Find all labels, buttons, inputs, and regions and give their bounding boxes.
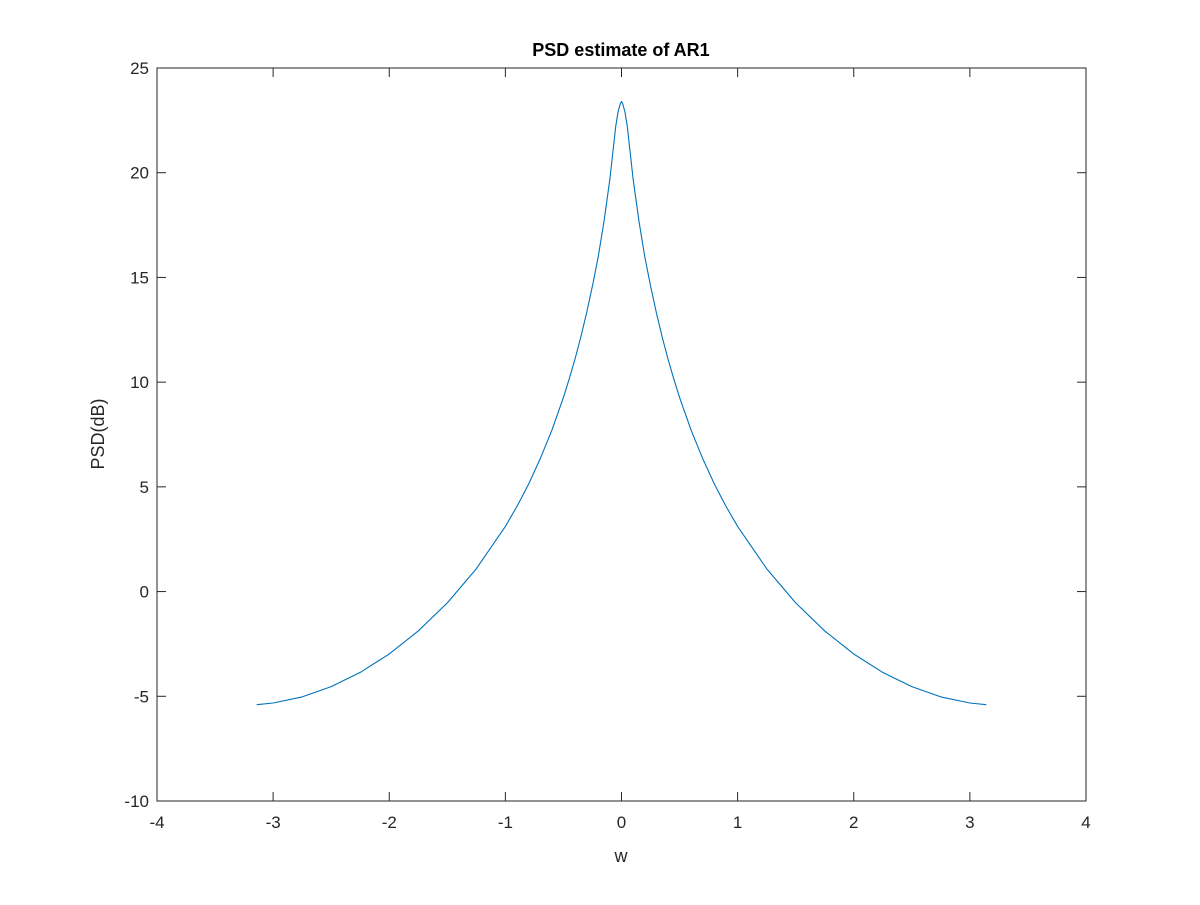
y-tick-label: 20 <box>130 164 149 183</box>
y-tick-label: 15 <box>130 268 149 287</box>
y-tick-label: 0 <box>140 583 149 602</box>
y-tick-label: -10 <box>124 792 149 811</box>
x-tick-label: -2 <box>382 813 397 832</box>
series-layer <box>256 100 987 706</box>
x-tick-label: 3 <box>965 813 974 832</box>
x-tick-label: 0 <box>617 813 626 832</box>
axis-ticks <box>156 67 1087 802</box>
y-axis-label: PSD(dB) <box>88 398 108 469</box>
y-tick-label: -5 <box>134 687 149 706</box>
y-tick-label: 5 <box>140 478 149 497</box>
x-tick-label: 2 <box>849 813 858 832</box>
x-tick-label: 4 <box>1081 813 1090 832</box>
x-tick-label: 1 <box>733 813 742 832</box>
y-tick-label: 25 <box>130 59 149 78</box>
series-line <box>256 100 987 706</box>
x-axis-label: w <box>614 846 629 866</box>
x-tick-label: -3 <box>266 813 281 832</box>
x-tick-label: -1 <box>498 813 513 832</box>
x-tick-label: -4 <box>149 813 164 832</box>
plot-area <box>156 67 1087 802</box>
y-tick-label: 10 <box>130 373 149 392</box>
chart-title: PSD estimate of AR1 <box>532 40 709 60</box>
